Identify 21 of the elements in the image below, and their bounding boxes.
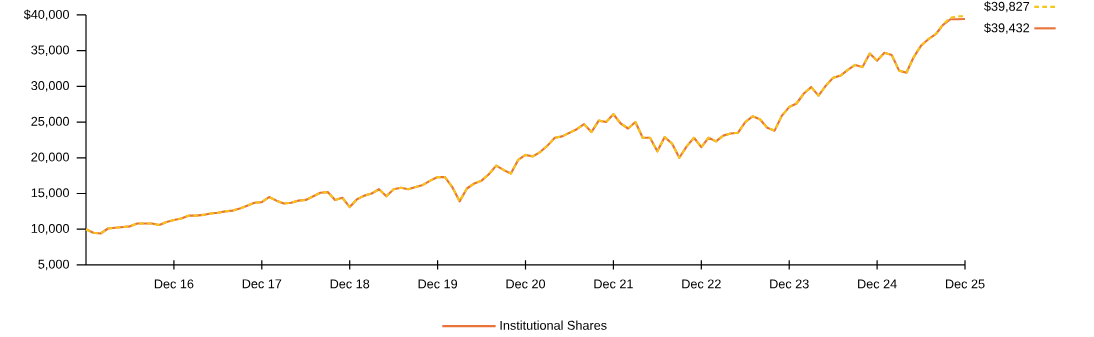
y-tick-label: 15,000 [31,188,70,199]
x-tick-label: Dec 24 [858,279,897,289]
x-tick-label: Dec 22 [682,279,721,289]
x-tick-label: Dec 17 [242,279,282,289]
x-tick-label: Dec 23 [770,279,809,289]
y-tick-label: 10,000 [31,224,70,235]
annotation: $39,432 [984,22,1030,34]
y-tick-label: 20,000 [31,152,70,164]
x-tick-label: Dec 21 [594,279,633,289]
annotation: $39,827 [984,1,1030,13]
x-tick-label: Dec 18 [330,279,370,289]
x-tick-label: Dec 25 [945,279,985,289]
y-tick-label: 25,000 [31,116,70,128]
x-tick-label: Dec 19 [418,279,458,289]
y-tick-label: 5,000 [38,259,70,271]
x-tick-label: Dec 20 [506,279,546,289]
legend-label: Institutional Shares [500,320,607,330]
y-tick-label: $40,000 [23,9,70,21]
y-tick-label: 35,000 [31,45,70,56]
y-tick-label: 30,000 [31,81,70,92]
x-tick-label: Dec 16 [154,279,194,289]
